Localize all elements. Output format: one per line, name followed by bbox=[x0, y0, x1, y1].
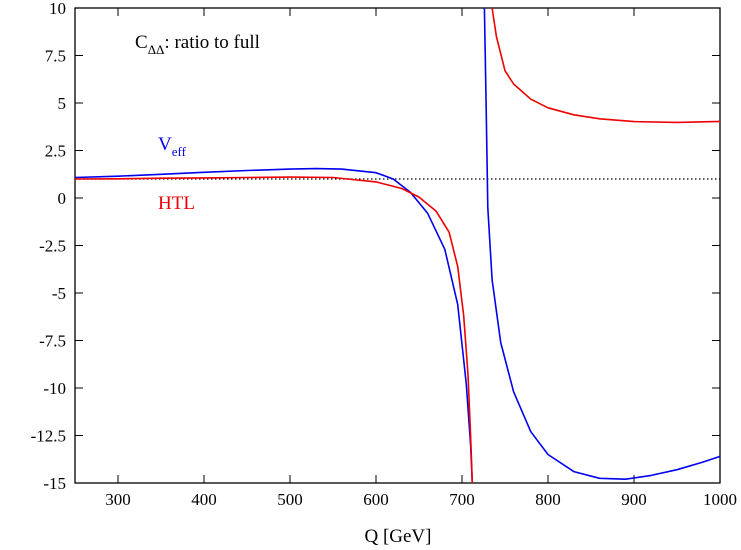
y-tick-label: -5 bbox=[52, 284, 66, 303]
y-tick-label: -15 bbox=[43, 474, 66, 493]
y-tick-label: 0 bbox=[58, 189, 67, 208]
y-tick-label: -7.5 bbox=[39, 332, 66, 351]
y-axis: 10 7.5 5 2.5 0 -2.5 -5 -7.5 -10 -12.5 -15 bbox=[31, 0, 720, 493]
legend-label-veff: Veff bbox=[158, 134, 187, 159]
y-tick-label: -2.5 bbox=[39, 237, 66, 256]
chart-title-main: C bbox=[135, 32, 148, 53]
x-tick-label: 500 bbox=[277, 490, 303, 509]
y-tick-label: 7.5 bbox=[45, 47, 66, 66]
series-layer bbox=[75, 8, 720, 483]
y-tick-label: 10 bbox=[49, 0, 66, 18]
chart-title-sub: ΔΔ bbox=[148, 42, 165, 57]
legend-label-htl: HTL bbox=[158, 193, 195, 214]
x-tick-label: 1000 bbox=[703, 490, 737, 509]
x-axis-label: Q [GeV] bbox=[364, 526, 431, 547]
chart-title-rest: : ratio to full bbox=[164, 32, 260, 53]
chart-title: CΔΔ: ratio to full bbox=[135, 32, 260, 57]
x-tick-label: 900 bbox=[621, 490, 647, 509]
x-tick-label: 400 bbox=[191, 490, 217, 509]
x-tick-label: 700 bbox=[449, 490, 475, 509]
series-veff-line-0 bbox=[75, 167, 474, 483]
x-axis: 300 400 500 600 700 800 900 1000 bbox=[105, 8, 737, 509]
plot-frame bbox=[74, 7, 721, 484]
y-tick-label: 2.5 bbox=[45, 142, 66, 161]
x-tick-label: 800 bbox=[535, 490, 561, 509]
y-tick-label: 5 bbox=[58, 94, 67, 113]
x-tick-label: 300 bbox=[105, 490, 131, 509]
y-tick-label: -12.5 bbox=[31, 427, 66, 446]
series-veff-line-1 bbox=[483, 8, 720, 480]
y-tick-label: -10 bbox=[43, 379, 66, 398]
legend-veff-main: V bbox=[158, 134, 172, 155]
series-htl-line-0 bbox=[75, 176, 474, 483]
legend-veff-sub: eff bbox=[172, 144, 187, 159]
series-htl-line-1 bbox=[491, 8, 720, 124]
x-tick-label: 600 bbox=[363, 490, 389, 509]
